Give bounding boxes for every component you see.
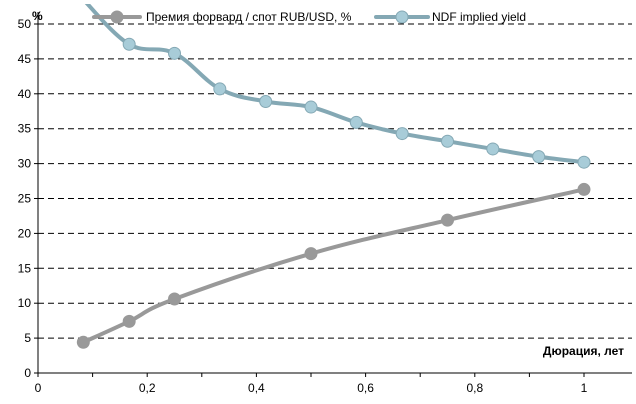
series-layer [76, 4, 591, 349]
point-ndf-implied-yield [304, 100, 318, 114]
point-ndf-implied-yield [486, 142, 500, 156]
x-tick-label: 0,8 [466, 381, 483, 395]
x-axis-title: Дюрация, лет [543, 344, 624, 358]
point-forward-premium [122, 314, 136, 328]
y-axis-title: % [32, 9, 43, 23]
x-tick-label: 0,4 [248, 381, 265, 395]
y-tick-label: 0 [24, 366, 31, 380]
legend-marker-ndf-implied-yield [395, 10, 409, 24]
point-ndf-implied-yield [395, 127, 409, 141]
grid [38, 23, 632, 339]
y-tick-label: 15 [18, 261, 32, 275]
y-tick-label: 20 [18, 226, 32, 240]
x-tick-label: 0,2 [139, 381, 156, 395]
point-ndf-implied-yield [259, 94, 273, 108]
y-tick-label: 5 [24, 331, 31, 345]
x-tick-label: 0 [35, 381, 42, 395]
point-ndf-implied-yield [213, 82, 227, 96]
point-forward-premium [168, 292, 181, 306]
point-forward-premium [76, 335, 90, 349]
point-ndf-implied-yield [168, 46, 181, 60]
point-ndf-implied-yield [441, 134, 454, 148]
point-ndf-implied-yield [577, 155, 591, 169]
point-ndf-implied-yield [532, 150, 546, 164]
x-tick-label: 0,6 [357, 381, 374, 395]
axes: 0 5 10 15 20 25 30 35 40 45 50 0 0,2 0,4 0,6 0,8 1 [18, 12, 632, 395]
point-ndf-implied-yield [122, 37, 136, 51]
x-tick-label: 1 [581, 381, 588, 395]
y-tick-label: 35 [18, 122, 32, 136]
series-line-forward-premium [81, 187, 586, 345]
legend-label-ndf-implied-yield: NDF implied yield [432, 10, 526, 24]
y-tick-label: 50 [18, 17, 32, 31]
y-tick-label: 45 [18, 52, 32, 66]
y-tick-label: 10 [18, 296, 32, 310]
point-forward-premium [304, 247, 318, 261]
legend-marker-forward-premium [110, 10, 124, 24]
point-forward-premium [577, 182, 591, 196]
y-tick-label: 30 [18, 157, 32, 171]
y-tick-label: 40 [18, 87, 32, 101]
legend: Премия форвард / спот RUB/USD, % NDF impl… [92, 10, 526, 24]
point-ndf-implied-yield [349, 115, 363, 129]
y-tick-label: 25 [18, 192, 32, 206]
point-forward-premium [441, 213, 454, 227]
legend-label-forward-premium: Премия форвард / спот RUB/USD, % [146, 10, 352, 24]
